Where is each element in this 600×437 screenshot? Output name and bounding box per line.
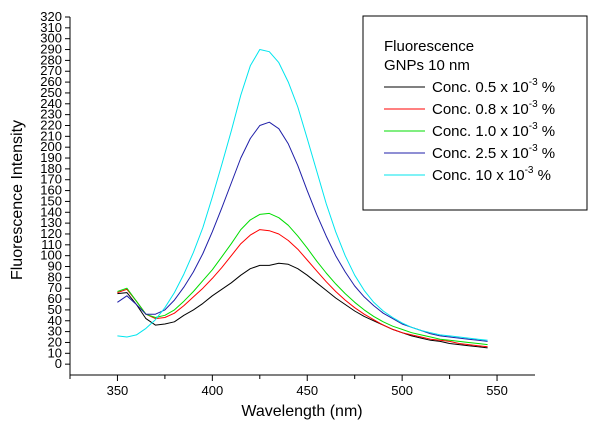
y-tick-label: 220 (40, 117, 62, 132)
x-axis-ticks: 350 400 450 500 550 (69, 375, 508, 398)
y-tick-label: 210 (40, 128, 62, 143)
y-tick-label: 120 (40, 226, 62, 241)
y-tick-label: 50 (48, 302, 62, 317)
y-tick-label: 20 (48, 334, 62, 349)
series-line-5 (117, 49, 488, 341)
series-line-4 (117, 121, 488, 342)
y-tick-label: 10 (48, 345, 62, 360)
legend-entries: Conc. 0.5 x 10-3 % Conc. 0.8 x 10-3 % Conc… (384, 77, 555, 184)
y-tick-label: 130 (40, 215, 62, 230)
legend-label-2: Conc. 0.8 x 10-3 % (432, 99, 555, 118)
y-tick-label: 100 (40, 248, 62, 263)
legend: Fluorescence GNPs 10 nm Conc. 0.5 x 10-3… (362, 15, 588, 211)
y-tick-label: 260 (40, 74, 62, 89)
y-tick-label: 170 (40, 172, 62, 187)
legend-label-5: Conc. 10 x 10-3 % (432, 165, 551, 184)
y-tick-label: 250 (40, 85, 62, 100)
x-axis-title: Wavelength (nm) (241, 403, 362, 420)
y-tick-label: 310 (40, 20, 62, 35)
y-tick-label: 180 (40, 161, 62, 176)
x-tick-label: 350 (107, 383, 129, 398)
legend-title-line1: Fluorescence (384, 38, 474, 55)
y-tick-label: 110 (41, 237, 62, 252)
y-tick-label: 80 (48, 269, 62, 284)
y-tick-label: 230 (40, 107, 62, 122)
x-tick-label: 500 (391, 383, 413, 398)
y-tick-label: 0 (55, 356, 62, 371)
y-tick-label: 270 (40, 63, 62, 78)
series-line-1 (117, 262, 488, 349)
legend-label-3: Conc. 1.0 x 10-3 % (432, 121, 555, 140)
x-tick-label: 450 (296, 383, 318, 398)
series-line-3 (117, 212, 488, 346)
legend-title-line2: GNPs 10 nm (384, 57, 470, 74)
legend-label-4: Conc. 2.5 x 10-3 % (432, 143, 555, 162)
legend-box (362, 15, 588, 211)
y-tick-label: 60 (48, 291, 62, 306)
x-tick-label: 550 (486, 383, 508, 398)
y-tick-label: 200 (40, 139, 62, 154)
y-tick-label: 30 (48, 324, 62, 339)
y-tick-label: 320 (40, 9, 62, 24)
y-tick-label: 160 (40, 183, 62, 198)
y-tick-label: 280 (40, 52, 62, 67)
x-tick-label: 400 (201, 383, 223, 398)
y-axis-ticks: 0102030405060708090100110120130140150160… (40, 9, 70, 371)
y-axis-title: Fluorescence Intensity (9, 120, 26, 280)
y-tick-label: 240 (40, 96, 62, 111)
y-tick-label: 40 (48, 313, 62, 328)
legend-label-1: Conc. 0.5 x 10-3 % (432, 77, 555, 96)
y-tick-label: 150 (40, 193, 62, 208)
y-tick-label: 190 (40, 150, 62, 165)
y-tick-label: 290 (40, 42, 62, 57)
plot-area: 0102030405060708090100110120130140150160… (40, 9, 535, 398)
y-tick-label: 300 (40, 31, 62, 46)
y-tick-label: 140 (40, 204, 62, 219)
series-line-2 (117, 229, 488, 348)
series-lines (117, 49, 488, 349)
y-tick-label: 70 (48, 280, 62, 295)
y-tick-label: 90 (48, 259, 62, 274)
